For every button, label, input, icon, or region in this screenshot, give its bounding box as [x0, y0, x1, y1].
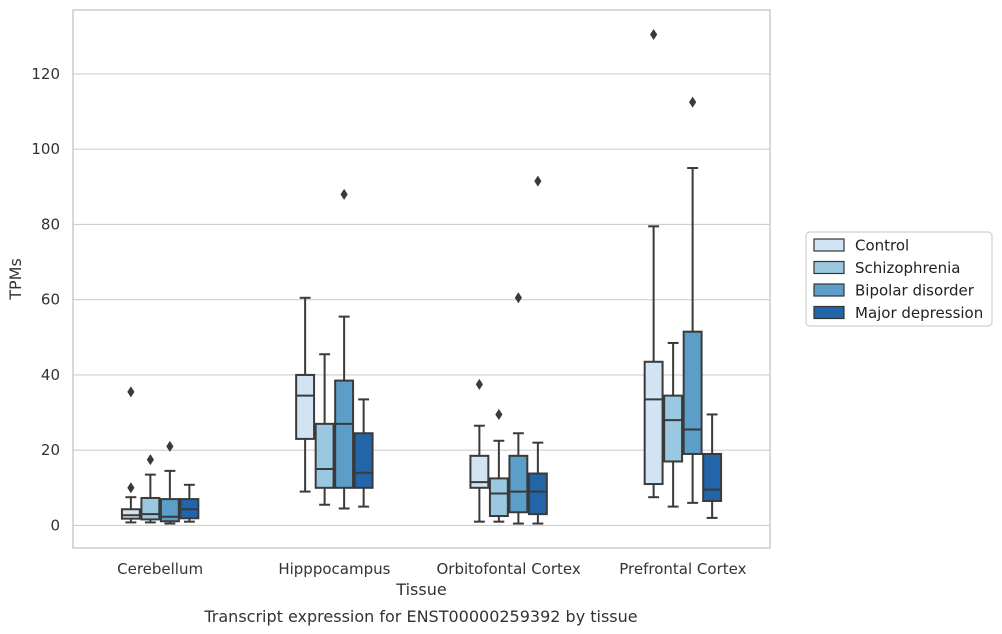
plot-frame	[72, 9, 771, 549]
y-tick-label: 40	[41, 366, 60, 384]
box-control	[643, 28, 664, 499]
x-tick-label: Prefrontal Cortex	[619, 560, 746, 578]
outlier-point	[689, 96, 697, 108]
y-tick-label: 80	[41, 215, 60, 233]
legend-frame	[805, 231, 993, 327]
legend-swatch	[813, 305, 845, 320]
box-iqr	[643, 360, 664, 486]
x-tick-label: Hipppocampus	[278, 560, 390, 578]
box-schizophrenia	[314, 353, 335, 506]
y-tick-label: 100	[31, 140, 60, 158]
legend-swatch	[813, 283, 845, 297]
box-major-depression	[702, 413, 723, 519]
box-iqr	[314, 422, 335, 489]
outlier-point	[475, 378, 483, 390]
box-iqr	[140, 496, 161, 521]
legend-swatch	[813, 260, 845, 275]
x-tick-label: Orbitofontal Cortex	[437, 560, 581, 578]
box-groups	[120, 28, 723, 525]
outlier-point	[146, 454, 154, 466]
box-major-depression	[527, 175, 548, 525]
box-iqr	[682, 330, 703, 455]
outlier-point	[495, 408, 503, 420]
box-control	[469, 378, 490, 523]
legend-label: Control	[855, 237, 909, 255]
box-schizophrenia	[488, 408, 509, 523]
box-schizophrenia	[140, 454, 161, 524]
y-tick-label: 20	[41, 441, 60, 459]
gridlines	[73, 73, 770, 527]
legend: Control Schizophrenia Bipolar disorder Majo…	[805, 231, 993, 327]
box-iqr	[353, 432, 374, 489]
x-axis-ticks: Cerebellum Hipppocampus Orbitofontal Corte…	[117, 560, 746, 578]
box-iqr	[508, 454, 529, 514]
outlier-point	[127, 482, 135, 494]
box-iqr	[159, 498, 180, 523]
chart-caption: Transcript expression for ENST0000025939…	[203, 607, 637, 626]
y-axis-title: TPMs	[6, 258, 25, 301]
outlier-point	[534, 175, 542, 187]
outlier-point	[127, 386, 135, 398]
box-bipolar-disorder	[508, 292, 529, 525]
box-schizophrenia	[663, 341, 684, 508]
box-iqr	[663, 394, 684, 463]
box-iqr	[334, 379, 355, 489]
legend-label: Bipolar disorder	[855, 282, 975, 300]
box-bipolar-disorder	[682, 96, 703, 504]
box-major-depression	[179, 483, 200, 523]
legend-label: Schizophrenia	[855, 259, 960, 277]
x-axis-title: Tissue	[395, 580, 446, 599]
y-tick-label: 0	[50, 516, 60, 534]
y-axis-ticks: 0 20 40 60 80 100 120	[31, 65, 60, 534]
box-iqr	[120, 508, 141, 520]
legend-swatch	[813, 238, 845, 252]
x-tick-label: Cerebellum	[117, 560, 203, 578]
legend-label: Major depression	[855, 304, 983, 322]
outlier-point	[340, 188, 348, 200]
box-iqr	[469, 454, 490, 489]
box-control	[120, 386, 141, 524]
box-iqr	[488, 477, 509, 518]
box-control	[295, 296, 316, 493]
box-iqr	[527, 472, 548, 516]
outlier-point	[166, 440, 174, 452]
outlier-point	[514, 292, 522, 304]
box-major-depression	[353, 398, 374, 508]
box-bipolar-disorder	[159, 440, 180, 525]
y-tick-label: 120	[31, 65, 60, 83]
outlier-point	[650, 28, 658, 40]
box-iqr	[295, 373, 316, 440]
box-iqr	[702, 452, 723, 502]
y-tick-label: 60	[41, 291, 60, 309]
box-bipolar-disorder	[334, 188, 355, 510]
